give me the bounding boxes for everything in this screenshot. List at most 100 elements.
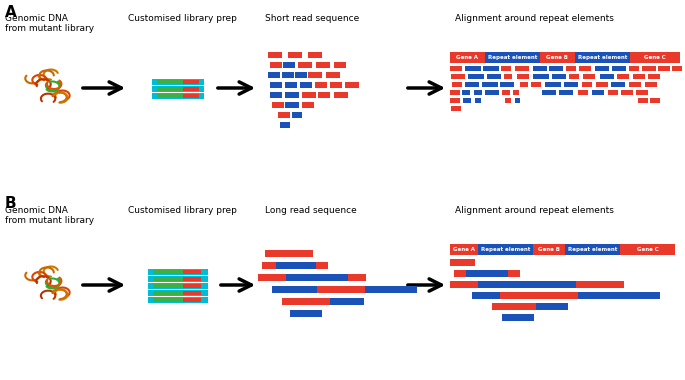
Bar [611, 82, 625, 87]
Bar [633, 74, 645, 79]
Text: Long read sequence: Long read sequence [265, 206, 357, 215]
Bar [183, 270, 201, 274]
Bar [308, 52, 322, 58]
Bar [465, 82, 479, 87]
Bar [270, 62, 282, 68]
Bar [286, 274, 348, 281]
Text: B: B [5, 196, 16, 211]
Bar [268, 52, 282, 58]
Bar [157, 80, 183, 84]
Bar [148, 297, 208, 303]
Text: Gene B: Gene B [538, 247, 560, 252]
Text: Customised library prep: Customised library prep [128, 14, 237, 23]
Bar [520, 82, 528, 87]
Bar [330, 82, 342, 88]
Bar [582, 82, 592, 87]
Bar [302, 102, 314, 108]
Bar [276, 262, 316, 269]
Bar [317, 286, 365, 293]
Bar [452, 82, 462, 87]
Bar [298, 62, 312, 68]
Bar [576, 281, 624, 288]
Bar [265, 250, 313, 257]
Bar [157, 87, 183, 91]
Bar [183, 291, 201, 295]
Bar [629, 82, 641, 87]
Bar [672, 66, 682, 71]
Bar [505, 98, 511, 103]
Bar [500, 82, 514, 87]
Bar [270, 82, 282, 88]
Bar [540, 52, 575, 63]
Bar [533, 66, 547, 71]
Bar [474, 90, 482, 95]
Bar [648, 74, 660, 79]
Bar [288, 52, 302, 58]
Bar [334, 92, 348, 98]
Bar [478, 281, 576, 288]
Bar [592, 90, 604, 95]
Bar [285, 92, 299, 98]
Bar [501, 66, 511, 71]
Bar [183, 80, 199, 84]
Bar [450, 52, 485, 63]
Bar [642, 66, 656, 71]
Bar [578, 90, 588, 95]
Bar [183, 94, 199, 98]
Bar [531, 82, 541, 87]
Bar [348, 274, 366, 281]
Bar [517, 74, 529, 79]
Text: Gene A: Gene A [456, 55, 479, 60]
Text: Gene B: Gene B [547, 55, 569, 60]
Bar [451, 74, 465, 79]
Bar [300, 82, 312, 88]
Bar [513, 90, 519, 95]
Bar [552, 74, 566, 79]
Bar [579, 66, 591, 71]
Bar [334, 62, 346, 68]
Bar [450, 244, 478, 255]
Text: Genomic DNA
from mutant library: Genomic DNA from mutant library [5, 14, 94, 33]
Bar [270, 92, 282, 98]
Bar [462, 90, 470, 95]
Bar [308, 72, 322, 78]
Text: Repeat element: Repeat element [578, 55, 627, 60]
Bar [629, 66, 639, 71]
Bar [262, 262, 276, 269]
Bar [487, 74, 501, 79]
Bar [559, 90, 573, 95]
Bar [485, 52, 540, 63]
Bar [153, 284, 183, 288]
Bar [183, 87, 199, 91]
Bar [596, 82, 608, 87]
Bar [565, 244, 620, 255]
Bar [148, 290, 208, 296]
Bar [463, 98, 471, 103]
Bar [283, 62, 295, 68]
Bar [326, 72, 340, 78]
Bar [148, 276, 208, 282]
Bar [569, 74, 579, 79]
Bar [450, 90, 460, 95]
Text: Customised library prep: Customised library prep [128, 206, 237, 215]
Bar [316, 262, 328, 269]
Bar [502, 314, 534, 321]
Bar [636, 90, 648, 95]
Bar [153, 291, 183, 295]
Bar [542, 90, 556, 95]
Text: Short read sequence: Short read sequence [265, 14, 359, 23]
Bar [564, 82, 578, 87]
Bar [608, 90, 618, 95]
Bar [183, 298, 201, 302]
Bar [515, 66, 529, 71]
Bar [617, 74, 629, 79]
Bar [451, 106, 461, 111]
Bar [153, 298, 183, 302]
Bar [630, 52, 680, 63]
Text: Repeat element: Repeat element [488, 55, 537, 60]
Bar [478, 244, 533, 255]
Bar [183, 284, 201, 288]
Text: Repeat element: Repeat element [481, 247, 530, 252]
Bar [148, 283, 208, 289]
Bar [502, 90, 510, 95]
